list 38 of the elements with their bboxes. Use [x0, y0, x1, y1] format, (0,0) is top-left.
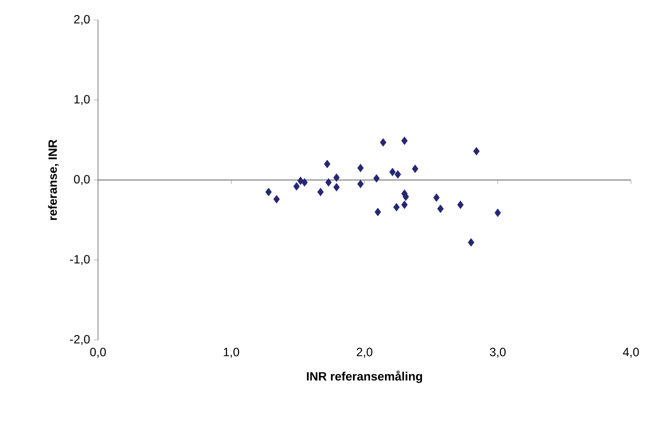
x-tick-label: 2,0: [356, 348, 372, 358]
point: [357, 164, 364, 172]
x-tick-label: 0,0: [90, 348, 106, 358]
point: [273, 195, 280, 204]
y-axis-title: referanse, INR: [48, 140, 59, 220]
point: [374, 208, 382, 216]
point: [401, 136, 408, 145]
point: [393, 203, 400, 212]
point: [457, 200, 464, 210]
point: [437, 204, 444, 213]
point: [324, 160, 330, 168]
point: [333, 173, 340, 182]
point: [389, 168, 396, 176]
point: [317, 188, 324, 196]
x-axis-title: INR referansemåling: [306, 370, 422, 383]
point: [401, 200, 408, 210]
point: [433, 193, 440, 202]
x-tick-label: 1,0: [224, 348, 240, 358]
point: [333, 183, 340, 192]
point: [494, 208, 501, 217]
point: [468, 238, 474, 247]
y-tick-label: -1,0: [70, 255, 90, 265]
point: [394, 170, 402, 179]
point: [373, 174, 380, 183]
point: [325, 178, 332, 187]
y-tick-label: 1,0: [74, 95, 90, 105]
point: [473, 147, 480, 156]
x-tick-label: 3,0: [490, 348, 506, 358]
point: [293, 182, 300, 191]
point: [301, 178, 308, 187]
y-tick-label: -2,0: [70, 335, 90, 345]
y-tick-label: 2,0: [74, 15, 90, 25]
x-tick-label: 4,0: [622, 348, 639, 358]
point: [265, 188, 272, 196]
y-tick-label: 0,0: [74, 175, 90, 185]
point: [412, 164, 418, 173]
point: [380, 138, 386, 147]
point: [357, 180, 364, 188]
